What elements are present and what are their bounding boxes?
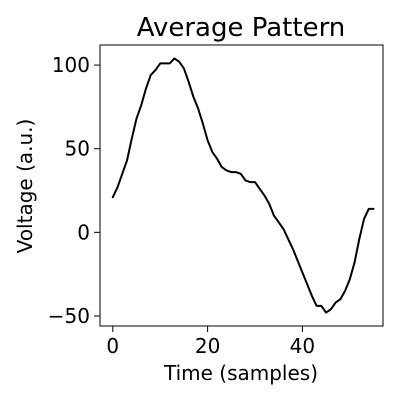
y-tick-label: 100 xyxy=(52,53,90,77)
ticks-layer: 0 20 40 −50 0 50 100 xyxy=(48,53,315,358)
y-axis-label: Voltage (a.u.) xyxy=(13,119,37,254)
x-tick-label: 20 xyxy=(195,334,220,358)
y-tick-label: 0 xyxy=(77,220,90,244)
chart-title: Average Pattern xyxy=(137,13,346,43)
x-tick-label: 40 xyxy=(290,334,315,358)
x-tick-label: 0 xyxy=(106,334,119,358)
plot-area xyxy=(100,45,383,326)
series-layer xyxy=(113,58,374,312)
x-axis-label: Time (samples) xyxy=(163,361,318,385)
y-tick-label: −50 xyxy=(48,304,90,328)
series-line-0 xyxy=(113,58,374,312)
y-tick-label: 50 xyxy=(65,137,90,161)
